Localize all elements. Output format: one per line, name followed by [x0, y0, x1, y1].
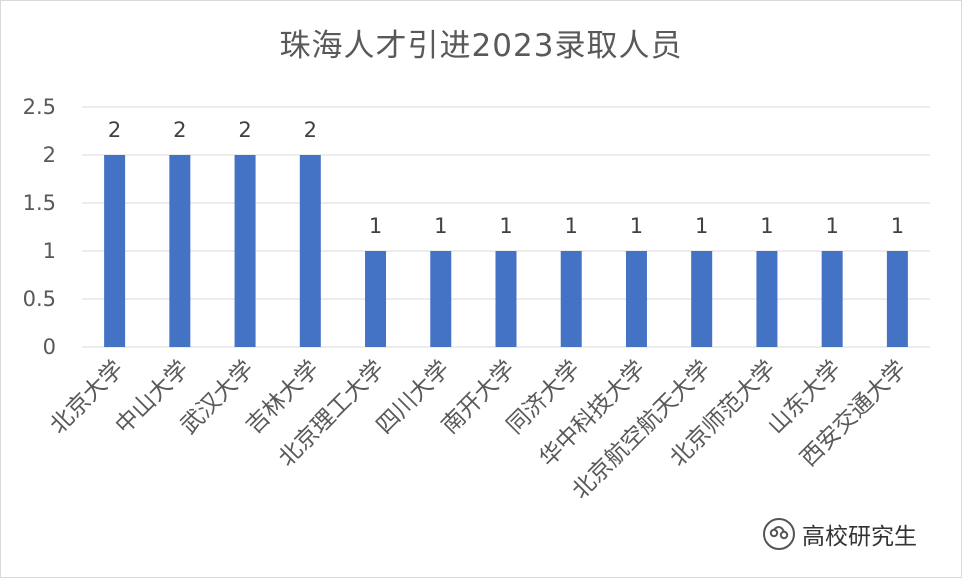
bar — [691, 251, 713, 347]
data-label: 1 — [499, 214, 512, 238]
bar — [886, 251, 908, 347]
bar — [625, 251, 647, 347]
watermark: 高校研究生 — [762, 516, 917, 552]
data-label: 2 — [238, 118, 251, 142]
chart-title: 珠海人才引进2023录取人员 — [279, 28, 683, 64]
y-tick-label: 1 — [43, 239, 56, 263]
y-tick-label: 0.5 — [23, 287, 56, 311]
bar — [430, 251, 452, 347]
y-tick-label: 1.5 — [23, 191, 56, 215]
data-label: 1 — [891, 214, 904, 238]
data-label: 1 — [760, 214, 773, 238]
data-label: 1 — [825, 214, 838, 238]
bar — [104, 155, 126, 347]
x-axis-categories: 北京大学中山大学武汉大学吉林大学北京理工大学四川大学南开大学同济大学华中科技大学… — [45, 356, 911, 504]
bar — [234, 155, 256, 347]
data-label: 2 — [304, 118, 317, 142]
data-label: 1 — [434, 214, 447, 238]
data-label: 1 — [695, 214, 708, 238]
data-labels: 2 2 2 2 1 1 1 1 1 1 1 1 1 — [108, 118, 904, 238]
bars — [104, 155, 908, 347]
y-axis-ticks: 0 0.5 1 1.5 2 2.5 — [23, 95, 56, 359]
data-label: 1 — [630, 214, 643, 238]
bar — [560, 251, 582, 347]
data-label: 2 — [173, 118, 186, 142]
y-tick-label: 2 — [43, 143, 56, 167]
bar — [299, 155, 321, 347]
data-label: 1 — [369, 214, 382, 238]
bar — [756, 251, 778, 347]
bar — [365, 251, 387, 347]
data-label: 2 — [108, 118, 121, 142]
watermark-text: 高校研究生 — [802, 524, 917, 550]
bar — [169, 155, 191, 347]
data-label: 1 — [565, 214, 578, 238]
wechat-official-account-icon — [763, 518, 795, 550]
y-tick-label: 2.5 — [23, 95, 56, 119]
y-tick-label: 0 — [43, 335, 56, 359]
bar — [495, 251, 517, 347]
bar — [821, 251, 843, 347]
